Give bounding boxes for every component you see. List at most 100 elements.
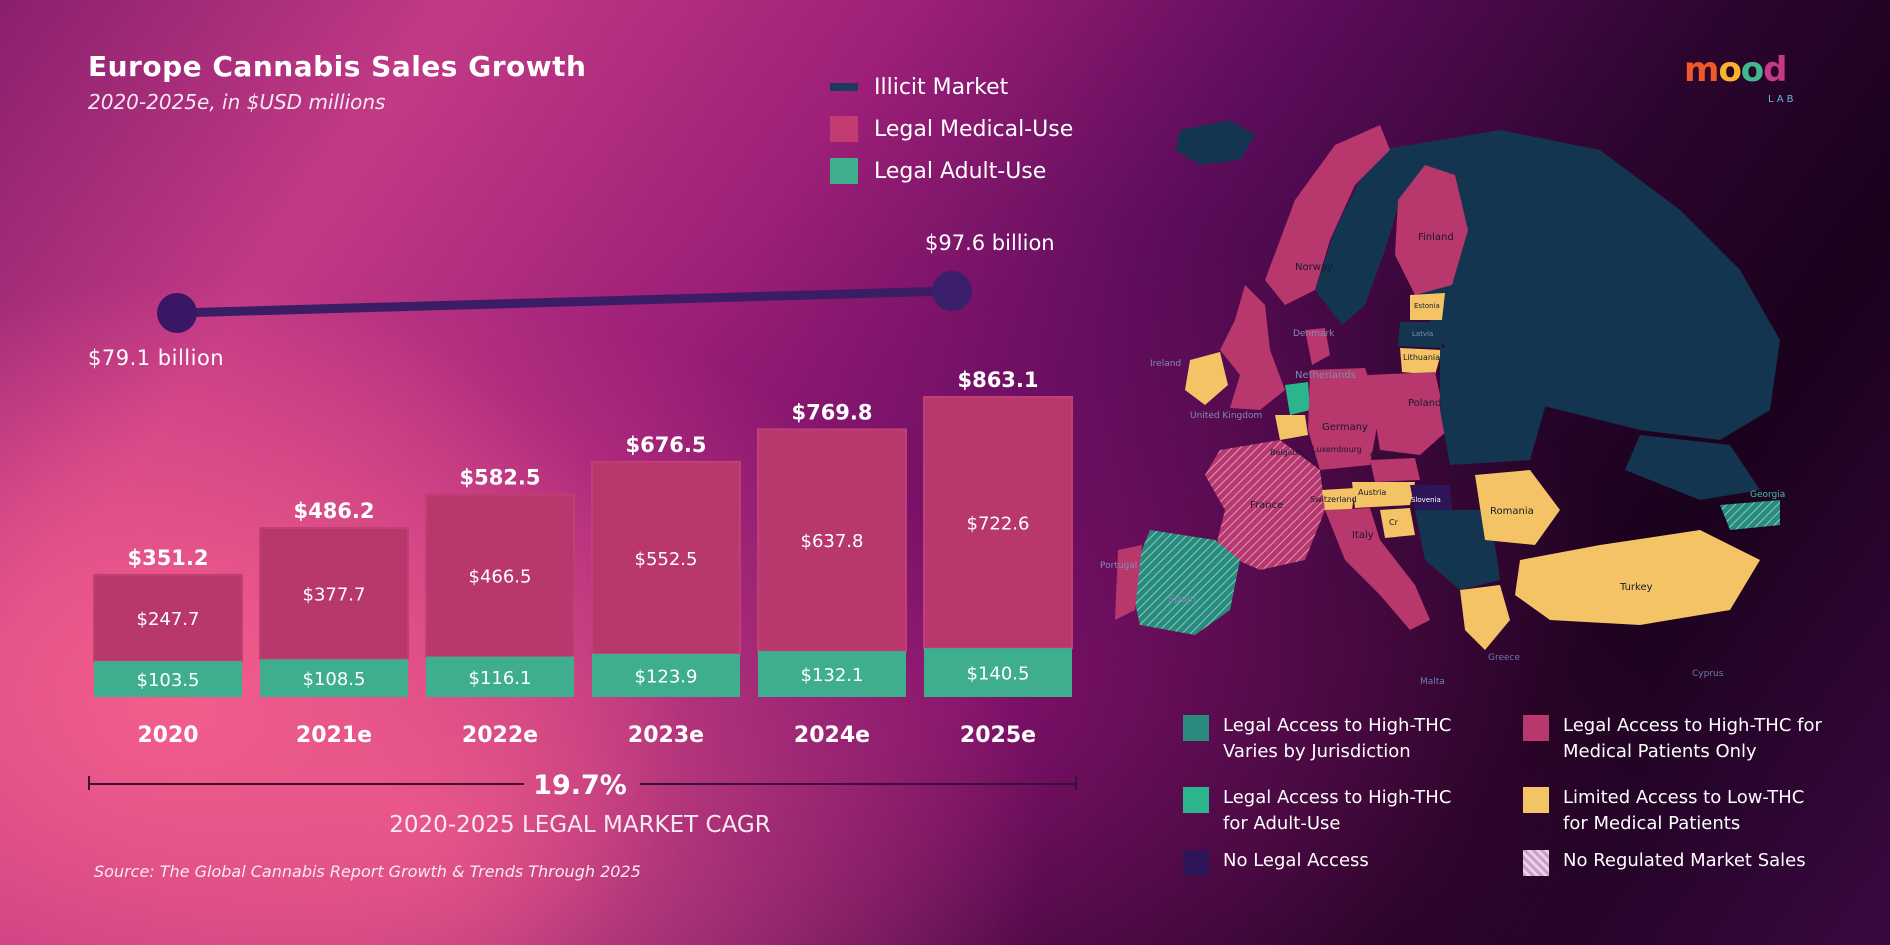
map-label-turkey: Turkey [1619, 582, 1653, 593]
map-label-malta: Malta [1420, 677, 1445, 687]
label-adult-2024e: $132.1 [801, 665, 864, 686]
germany [1308, 368, 1380, 470]
austria [1352, 482, 1415, 508]
bar-adult-2025e [924, 648, 1072, 697]
map-label-germany: Germany [1322, 422, 1368, 433]
map-legend-adult: Legal Access to High-THC for Adult-Use [1183, 785, 1473, 837]
label-medical-2025e: $722.6 [967, 514, 1030, 535]
illicit-start-point [157, 293, 197, 333]
romania [1475, 470, 1560, 545]
label-total-2024e: $769.8 [791, 400, 872, 424]
map-label-cyprus: Cyprus [1692, 669, 1724, 679]
sweden [1315, 150, 1400, 325]
map-label-denmark: Denmark [1293, 329, 1335, 339]
map-label-poland: Poland [1408, 398, 1441, 409]
illicit-end-point [932, 271, 972, 311]
map-swatch-unregulated [1523, 850, 1549, 876]
legend-swatch-adult [830, 158, 858, 184]
cagr-tick-left [88, 776, 90, 790]
tick-label-2024e: 2024e [794, 723, 870, 748]
czech [1370, 458, 1420, 482]
balkans [1415, 510, 1500, 590]
map-label-ireland: Ireland [1150, 359, 1181, 369]
map-swatch-medical [1523, 715, 1549, 741]
mood-lab-logo: mood LAB [1684, 50, 1794, 105]
bar-chart: $103.5 $247.7 $351.2 2020 $108.5 $377.7 $486.2… [93, 271, 1073, 748]
label-total-2022e: $582.5 [459, 465, 540, 489]
label-adult-2021e: $108.5 [303, 669, 366, 690]
map-label-france: France [1250, 500, 1283, 511]
bar-medical-2020 [93, 573, 243, 663]
norway [1265, 125, 1390, 305]
map-label-croatia: Cr [1389, 518, 1399, 527]
denmark [1305, 328, 1330, 365]
belgium [1275, 415, 1308, 440]
bar-medical-2023e [591, 460, 741, 655]
map-label-czech: Czech [1370, 451, 1397, 461]
label-adult-2022e: $116.1 [469, 668, 532, 689]
map-legend-lowthc-text: Limited Access to Low-THC for Medical Pa… [1563, 787, 1805, 834]
map-label-georgia: Georgia [1750, 490, 1785, 500]
logo-sub: LAB [1768, 94, 1797, 105]
legend-label-illicit: Illicit Market [874, 74, 1009, 100]
france [1205, 440, 1325, 570]
map-label-portugal: Portugal [1100, 561, 1137, 571]
label-total-2023e: $676.5 [625, 433, 706, 457]
label-total-2025e: $863.1 [957, 368, 1038, 392]
spain [1130, 530, 1240, 635]
legend-label-adult: Legal Adult-Use [874, 158, 1047, 184]
cagr-tick-right [1075, 776, 1077, 790]
bar-adult-2020 [94, 661, 242, 697]
map-label-lithuania: Lithuania [1403, 353, 1440, 362]
logo-wordmark: mood [1684, 50, 1788, 90]
croatia [1380, 508, 1415, 538]
label-medical-2024e: $637.8 [801, 531, 864, 552]
turkey [1515, 530, 1760, 625]
tick-label-2020: 2020 [137, 723, 198, 748]
map-legend-none: No Legal Access [1183, 848, 1473, 876]
label-medical-2020: $247.7 [137, 609, 200, 630]
bar-adult-2024e [758, 651, 906, 697]
europe-map: Finland Norway Estonia Denmark Latvia Li… [1100, 120, 1785, 687]
label-adult-2023e: $123.9 [635, 666, 698, 687]
map-legend-medical-text: Legal Access to High-THC for Medical Pat… [1563, 715, 1822, 762]
bar-adult-2023e [592, 653, 740, 697]
netherlands [1285, 382, 1310, 415]
bars-group: $103.5 $247.7 $351.2 2020 $108.5 $377.7 $486.2… [93, 368, 1073, 748]
lithuania [1400, 348, 1442, 375]
map-label-luxembourg: Luxembourg [1312, 445, 1362, 454]
map-swatch-varies [1183, 715, 1209, 741]
ukraine-belarus [1440, 340, 1550, 465]
label-adult-2025e: $140.5 [967, 664, 1030, 685]
legend-swatch-medical [830, 116, 858, 142]
ireland [1185, 352, 1228, 405]
legend-item-adult: Legal Adult-Use [830, 150, 1073, 192]
latvia [1398, 322, 1445, 348]
label-adult-2020: $103.5 [137, 670, 200, 691]
iceland [1175, 120, 1255, 165]
illicit-trend-line [176, 286, 953, 318]
tick-label-2023e: 2023e [628, 723, 704, 748]
switzerland [1322, 488, 1355, 510]
label-medical-2023e: $552.5 [635, 549, 698, 570]
tick-label-2025e: 2025e [960, 723, 1036, 748]
georgia [1720, 500, 1780, 530]
map-label-netherlands: Netherlands [1295, 370, 1356, 381]
map-label-greece: Greece [1488, 653, 1520, 663]
chart-title: Europe Cannabis Sales Growth [88, 50, 587, 83]
map-legend-varies-text: Legal Access to High-THC Varies by Juris… [1223, 715, 1452, 762]
bar-adult-2022e [426, 656, 574, 697]
chart-legend: Illicit Market Legal Medical-Use Legal A… [830, 66, 1073, 192]
map-label-finland: Finland [1418, 232, 1454, 243]
map-legend-adult-text: Legal Access to High-THC for Adult-Use [1223, 787, 1452, 834]
map-label-slovenia: Slovenia [1411, 496, 1441, 504]
united-kingdom [1220, 285, 1285, 410]
map-legend-none-text: No Legal Access [1223, 850, 1369, 871]
map-legend-medical: Legal Access to High-THC for Medical Pat… [1523, 713, 1823, 765]
map-label-norway: Norway [1295, 262, 1333, 273]
map-label-italy: Italy [1352, 530, 1374, 541]
map-legend-varies: Legal Access to High-THC Varies by Juris… [1183, 713, 1473, 765]
greece [1460, 585, 1510, 650]
label-total-2020: $351.2 [127, 546, 208, 570]
map-legend-unregulated-text: No Regulated Market Sales [1563, 850, 1806, 871]
